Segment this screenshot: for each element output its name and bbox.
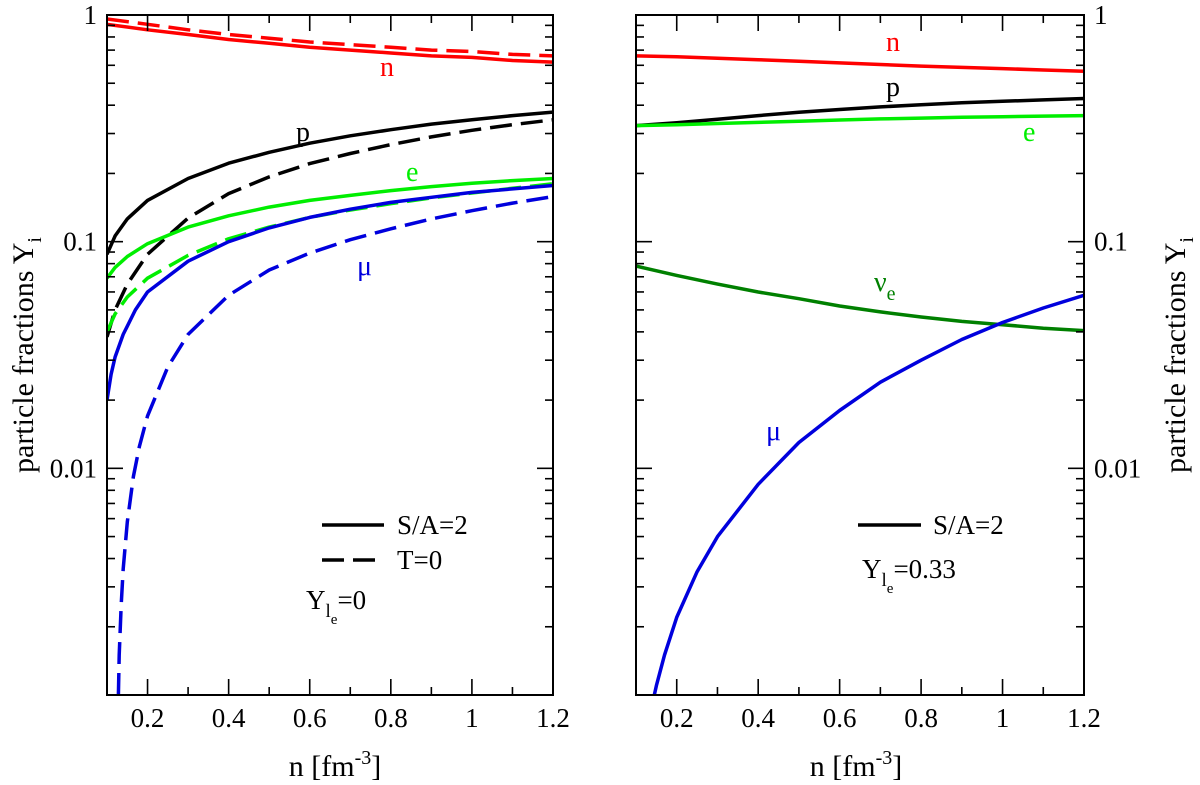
right-y-axis-label: particle fractions Yi (1159, 237, 1198, 473)
left-y-tick-label: 1 (84, 0, 98, 30)
right-x-tick-label: 0.8 (904, 703, 938, 733)
right-panel: 0.2 0.4 0.6 0.8 1 1.20.010.11 S/A=2 Yle=0.33 … (635, 0, 1141, 733)
left-curve-e-solid (107, 176, 553, 280)
right-x-tick-label: 1 (996, 703, 1010, 733)
right-y-tick-label: 0.1 (1094, 227, 1128, 257)
right-plot-frame (635, 14, 1085, 696)
legend-dashed-label: T=0 (397, 545, 442, 575)
legend-solid-label-right: S/A=2 (933, 510, 1004, 540)
right-x-axis-label: n [fm-3] (810, 747, 903, 783)
left-plot-frame (106, 14, 554, 696)
left-x-tick-label: 0.6 (293, 703, 327, 733)
right-curve-e-solid (636, 113, 1084, 128)
left-lepton-condition: Yle=0 (306, 585, 366, 628)
left-x-axis-label: n [fm-3] (289, 747, 382, 783)
right-x-tick-label: 1.2 (1067, 703, 1101, 733)
left-curves (107, 17, 553, 695)
right-x-tick-label: 0.6 (823, 703, 857, 733)
left-label-n: n (380, 52, 394, 83)
left-curve-n-dashed (107, 17, 553, 58)
left-x-tick-label: 1 (465, 703, 479, 733)
left-curve-mu-solid (107, 183, 553, 401)
left-label-p: p (296, 117, 310, 148)
right-label-nu-e: νe (874, 267, 896, 305)
left-label-mu: μ (357, 251, 372, 282)
right-curves (636, 54, 1084, 695)
left-x-tick-label: 1.2 (536, 703, 570, 733)
left-panel: 0.2 0.4 0.6 0.8 1 1.2 0.01 0.1 1 S/A=2 T=0 Yle=0… (50, 0, 570, 733)
right-label-p: p (886, 72, 900, 103)
right-y-tick-label: 1 (1094, 0, 1108, 30)
left-x-tick-label: 0.4 (212, 703, 246, 733)
right-label-n: n (886, 27, 900, 58)
left-x-tick-label: 0.8 (374, 703, 408, 733)
left-label-e: e (406, 157, 418, 188)
left-curve-mu-dashed (116, 194, 553, 695)
left-x-tick-label: 0.2 (131, 703, 165, 733)
left-curve-n-solid (107, 22, 553, 64)
left-legend: S/A=2 T=0 Yle=0 (306, 510, 468, 628)
left-curve-p-dashed (107, 118, 553, 338)
left-ticks: 0.2 0.4 0.6 0.8 1 1.2 0.01 0.1 1 (50, 0, 570, 733)
legend-solid-label: S/A=2 (397, 510, 468, 540)
right-curve-p-solid (636, 96, 1084, 128)
right-curve-nu-e-solid (636, 264, 1084, 333)
right-x-tick-label: 0.4 (741, 703, 775, 733)
left-curve-e-dashed (107, 182, 553, 333)
right-label-e: e (1023, 117, 1035, 148)
left-y-tick-label: 0.01 (50, 453, 97, 483)
right-curve-mu-solid (652, 293, 1084, 695)
left-curve-p-solid (107, 110, 553, 256)
left-y-axis-label: particle fractions Yi (7, 237, 46, 473)
right-lepton-condition: Yle=0.33 (862, 554, 956, 597)
right-y-tick-label: 0.01 (1094, 453, 1141, 483)
right-legend: S/A=2 Yle=0.33 (858, 510, 1004, 597)
left-y-tick-label: 0.1 (63, 227, 97, 257)
right-label-mu: μ (766, 416, 781, 447)
right-curve-n-solid (636, 54, 1084, 73)
right-x-tick-label: 0.2 (660, 703, 694, 733)
right-ticks: 0.2 0.4 0.6 0.8 1 1.2 0.01 0.1 1 (635, 0, 1141, 733)
